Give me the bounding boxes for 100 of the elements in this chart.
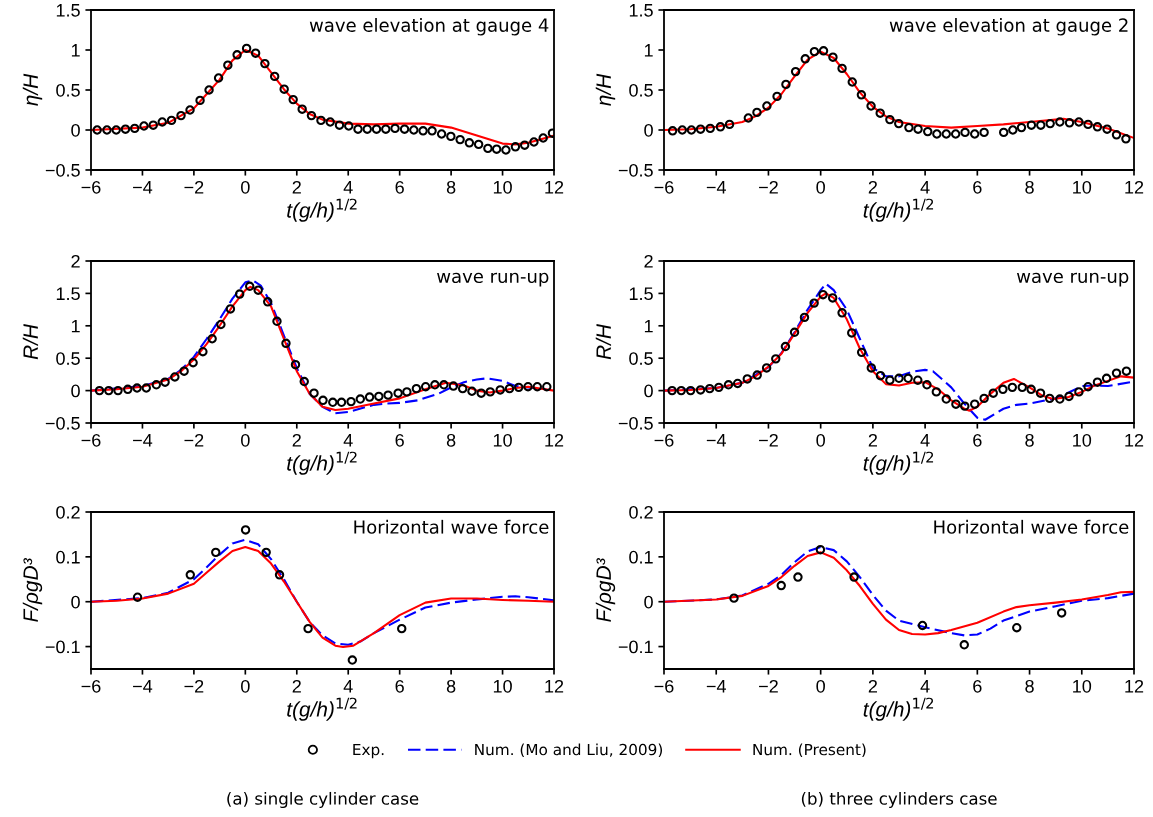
y-tick-label: 0.2 [629, 505, 653, 519]
x-tick-label: 12 [1125, 679, 1144, 693]
x-tick-label: 12 [545, 679, 564, 693]
y-tick-label: 0.5 [629, 352, 653, 365]
x-tick-label: −2 [759, 180, 778, 194]
y-tick-label: 0.1 [56, 550, 80, 564]
y-axis-title: F/ρgD³ [22, 558, 43, 622]
text: (b) three cylinders case [801, 791, 997, 809]
x-tick-label: 12 [1125, 180, 1144, 194]
x-tick-label: 4 [343, 181, 353, 194]
y-tick-label: 0 [644, 123, 653, 137]
y-tick-label: −0.5 [618, 416, 653, 430]
y-axis-title: η/H [595, 73, 616, 106]
x-tick-label: 6 [973, 679, 982, 693]
x-tick-label: 2 [292, 679, 301, 693]
x-tick-label: 8 [1025, 180, 1034, 194]
x-axis-title: t(g/h)$^{1/2}$ [863, 697, 934, 721]
y-tick-label: 2 [71, 254, 80, 268]
y-tick-label: 0.5 [629, 83, 653, 97]
y-tick-label: −0.5 [45, 163, 80, 177]
text: (a) single cylinder case [227, 791, 419, 809]
legend-label: Num. (Mo and Liu, 2009) [475, 743, 663, 758]
x-tick-label: 0 [241, 679, 250, 693]
x-tick-label: 2 [868, 433, 877, 447]
y-tick-label: 1 [71, 319, 80, 333]
y-tick-label: 0 [71, 123, 80, 137]
annotation: Horizontal wave force [354, 519, 549, 534]
y-tick-label: 0.5 [56, 83, 80, 97]
y-tick-label: 1.5 [56, 287, 80, 301]
annotation: wave elevation at gauge 2 [889, 18, 1128, 36]
x-tick-label: 6 [395, 180, 404, 194]
x-tick-label: −2 [759, 679, 778, 693]
legend-label: Exp. [353, 743, 384, 759]
annotation: wave run-up [437, 272, 549, 287]
x-tick-label: 10 [1073, 180, 1092, 194]
x-tick-label: 10 [1073, 679, 1092, 693]
y-tick-label: 0 [644, 595, 653, 609]
x-tick-label: 12 [1125, 433, 1144, 447]
y-tick-label: 1.5 [629, 4, 653, 17]
x-tick-label: 0 [241, 433, 250, 447]
x-tick-label: 6 [973, 433, 982, 447]
x-tick-label: 0 [816, 180, 825, 194]
x-tick-label: −6 [81, 180, 101, 194]
x-tick-label: −2 [184, 679, 204, 693]
x-tick-label: 4 [920, 680, 930, 693]
x-tick-label: 8 [1025, 679, 1034, 693]
x-tick-label: −6 [654, 433, 674, 447]
x-tick-label: 8 [1025, 433, 1034, 447]
y-tick-label: 1 [644, 319, 653, 333]
legend-label: Num. (Present) [753, 743, 866, 758]
x-axis-title: t(g/h)$^{1/2}$ [863, 198, 934, 222]
x-tick-label: −4 [706, 680, 726, 693]
y-tick-label: 1 [71, 44, 80, 57]
x-axis-title: t(g/h)$^{1/2}$ [287, 198, 357, 222]
x-tick-label: 0 [241, 180, 250, 194]
x-tick-label: 8 [446, 679, 456, 693]
y-axis-title: R/H [595, 324, 612, 360]
x-tick-label: 10 [493, 679, 512, 693]
x-tick-label: 2 [868, 679, 877, 693]
x-axis-title: t(g/h)$^{1/2}$ [863, 451, 934, 475]
x-tick-label: −4 [133, 181, 153, 194]
y-tick-label: 0 [644, 384, 653, 398]
x-tick-label: −2 [759, 433, 778, 447]
x-tick-label: −4 [706, 181, 726, 194]
x-tick-label: −6 [81, 679, 101, 693]
x-tick-label: 4 [343, 680, 353, 693]
y-tick-label: 1 [644, 44, 653, 57]
y-tick-label: −0.1 [45, 640, 80, 654]
x-tick-label: −4 [133, 680, 153, 693]
y-tick-label: −0.5 [618, 163, 653, 177]
y-axis-title: η/H [22, 73, 43, 106]
x-tick-label: 6 [973, 180, 982, 194]
x-tick-label: −6 [654, 679, 674, 693]
x-tick-label: 8 [446, 180, 456, 194]
x-tick-label: 10 [493, 180, 512, 194]
x-tick-label: 2 [292, 180, 301, 194]
y-tick-label: 0.5 [56, 352, 80, 365]
annotation: Horizontal wave force [934, 519, 1129, 534]
y-tick-label: 2 [644, 254, 653, 268]
x-tick-label: 4 [920, 181, 930, 194]
y-axis-title: R/H [22, 324, 39, 360]
x-tick-label: 12 [545, 180, 564, 194]
x-tick-label: 2 [292, 433, 301, 447]
x-axis-title: t(g/h)$^{1/2}$ [287, 451, 357, 475]
y-axis-title: F/ρgD³ [595, 558, 616, 622]
x-tick-label: −6 [654, 180, 674, 194]
x-tick-label: 12 [545, 433, 564, 447]
x-tick-label: 2 [868, 180, 877, 194]
x-tick-label: −4 [133, 434, 153, 447]
x-tick-label: −6 [81, 433, 101, 447]
x-tick-label: 6 [395, 679, 404, 693]
x-tick-label: 4 [920, 434, 930, 447]
x-tick-label: 4 [343, 434, 353, 447]
y-tick-label: −0.5 [45, 416, 80, 430]
y-tick-label: 1.5 [629, 287, 653, 301]
x-axis-title: t(g/h)$^{1/2}$ [287, 697, 357, 721]
y-tick-label: 0 [71, 384, 80, 398]
x-tick-label: 6 [395, 433, 404, 447]
x-tick-label: −2 [184, 180, 204, 194]
y-tick-label: 1.5 [56, 4, 80, 17]
